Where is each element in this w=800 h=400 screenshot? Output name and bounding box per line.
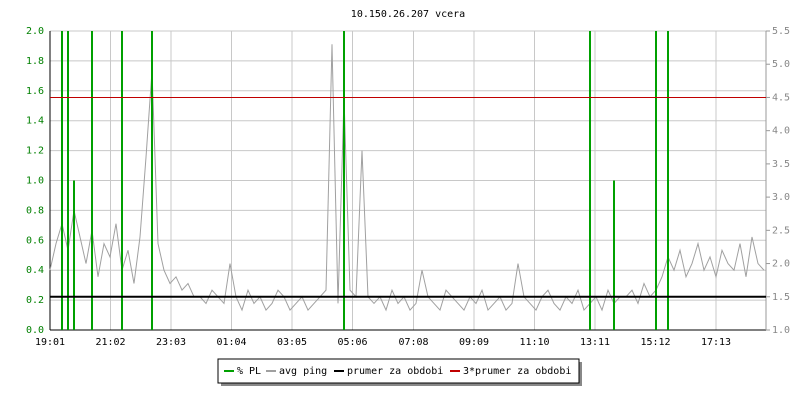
y2-tick-label: 4.0: [772, 126, 790, 137]
x-tick-label: 09:09: [459, 337, 489, 348]
y-tick-label: 0.4: [26, 265, 44, 276]
y-tick-label: 0.0: [26, 325, 44, 336]
y-tick-label: 0.2: [26, 295, 44, 306]
legend-label: prumer za obdobi: [347, 366, 443, 377]
y-tick-label: 2.0: [26, 26, 44, 37]
legend-label: % PL: [237, 366, 261, 377]
x-tick-label: 03:05: [277, 337, 307, 348]
series-line: [49, 44, 765, 312]
y-tick-label: 1.2: [26, 146, 44, 157]
y2-tick-label: 3.0: [772, 192, 790, 203]
x-tick-label: 05:06: [337, 337, 367, 348]
y2-tick-label: 3.5: [772, 159, 790, 170]
x-tick-label: 01:04: [216, 337, 246, 348]
y2-tick-label: 1.5: [772, 292, 790, 303]
x-tick-label: 11:10: [519, 337, 549, 348]
y-tick-label: 1.8: [26, 56, 44, 67]
y2-tick-label: 2.0: [772, 259, 790, 270]
y-tick-label: 1.6: [26, 86, 44, 97]
y-tick-label: 1.4: [26, 116, 44, 127]
legend-box: [217, 358, 580, 384]
y-tick-label: 0.6: [26, 235, 44, 246]
y2-tick-label: 4.5: [772, 92, 790, 103]
x-tick-label: 07:08: [398, 337, 428, 348]
legend-label: avg ping: [279, 366, 327, 377]
y2-tick-label: 5.0: [772, 59, 790, 70]
x-tick-label: 15:12: [640, 337, 670, 348]
y2-tick-label: 1.0: [772, 325, 790, 336]
x-tick-label: 13:11: [580, 337, 610, 348]
x-tick-label: 23:03: [156, 337, 186, 348]
x-tick-label: 19:01: [35, 337, 65, 348]
y-tick-label: 0.8: [26, 205, 44, 216]
chart-title: 10.150.26.207 vcera: [351, 9, 465, 20]
y-tick-label: 1.0: [26, 176, 44, 187]
x-tick-label: 21:02: [95, 337, 125, 348]
legend-label: 3*prumer za obdobi: [463, 366, 571, 377]
y2-tick-label: 5.5: [772, 26, 790, 37]
y2-tick-label: 2.5: [772, 225, 790, 236]
x-tick-label: 17:13: [701, 337, 731, 348]
